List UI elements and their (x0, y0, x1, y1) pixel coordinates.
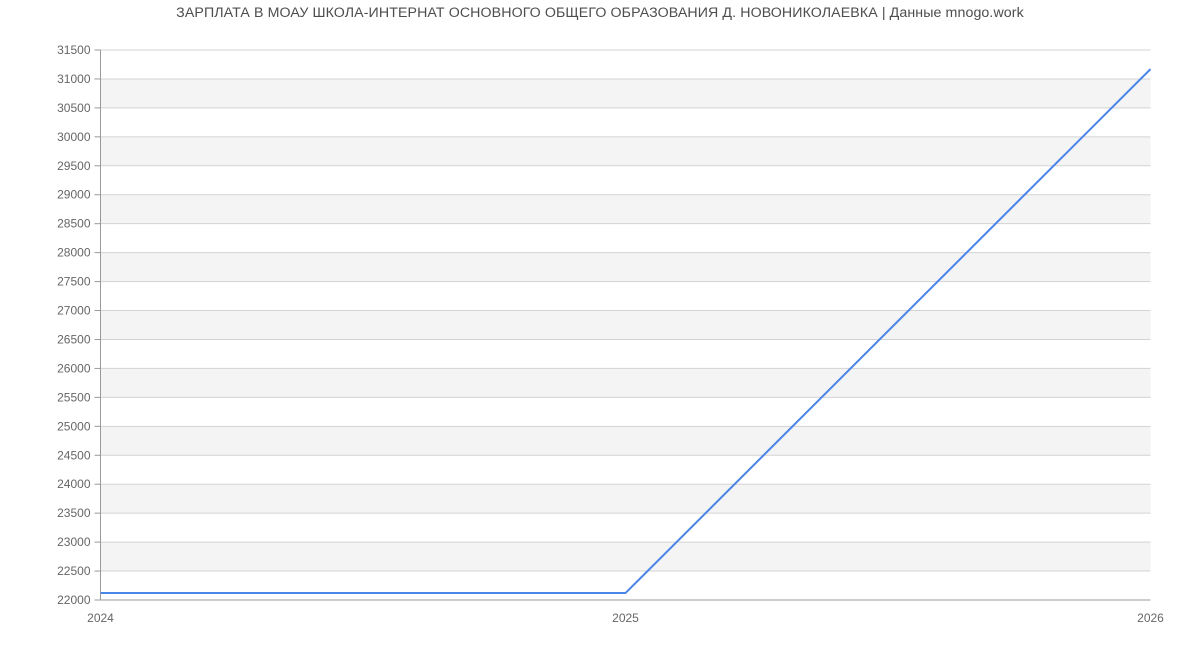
svg-text:26500: 26500 (57, 332, 91, 346)
svg-text:27000: 27000 (57, 304, 91, 318)
svg-text:28000: 28000 (57, 246, 91, 260)
svg-text:29500: 29500 (57, 159, 91, 173)
svg-text:22000: 22000 (57, 593, 91, 607)
svg-text:2025: 2025 (612, 611, 639, 625)
svg-text:26000: 26000 (57, 361, 91, 375)
svg-text:24000: 24000 (57, 477, 91, 491)
svg-text:22500: 22500 (57, 564, 91, 578)
svg-text:30500: 30500 (57, 101, 91, 115)
svg-text:25000: 25000 (57, 419, 91, 433)
svg-text:31000: 31000 (57, 72, 91, 86)
svg-text:29000: 29000 (57, 188, 91, 202)
svg-text:2026: 2026 (1137, 611, 1164, 625)
svg-text:23500: 23500 (57, 506, 91, 520)
svg-text:24500: 24500 (57, 448, 91, 462)
svg-text:28500: 28500 (57, 217, 91, 231)
svg-text:31500: 31500 (57, 43, 91, 57)
svg-text:27500: 27500 (57, 275, 91, 289)
svg-text:23000: 23000 (57, 535, 91, 549)
svg-text:25500: 25500 (57, 390, 91, 404)
svg-text:2024: 2024 (87, 611, 114, 625)
svg-text:30000: 30000 (57, 130, 91, 144)
